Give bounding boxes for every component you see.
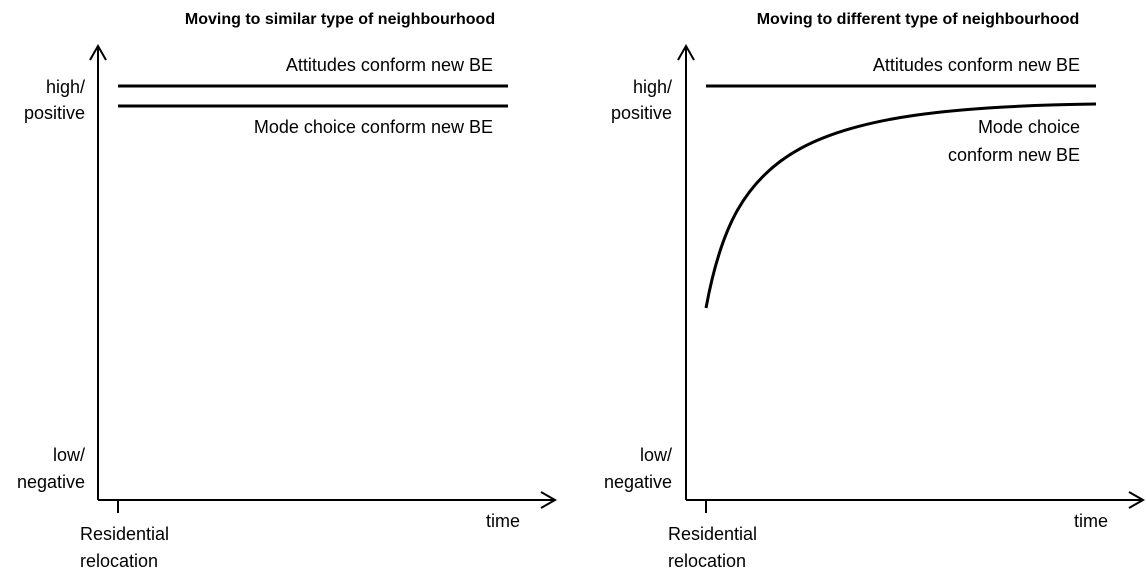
x-label: Residential [668,524,757,544]
y-label: low/ [640,445,672,465]
x-label: relocation [80,551,158,571]
y-label: positive [611,103,672,123]
panel-title: Moving to different type of neighbourhoo… [757,11,1080,28]
line-label: conform new BE [948,145,1080,165]
y-label: low/ [53,445,85,465]
x-axis [686,491,1146,509]
y-label: negative [17,472,85,492]
y-label: positive [24,103,85,123]
panel-left: Moving to similar type of neighbourhood … [17,11,558,571]
line-label: Mode choice [978,117,1080,137]
y-label: negative [604,472,672,492]
panel-title: Moving to similar type of neighbourhood [185,11,495,28]
x-axis [98,491,558,509]
x-axis-label: time [1074,511,1108,531]
x-axis-label: time [486,511,520,531]
y-label: high/ [46,77,85,97]
x-label: relocation [668,551,746,571]
y-label: high/ [633,77,672,97]
x-label: Residential [80,524,169,544]
line-label: Mode choice conform new BE [254,117,493,137]
line-label: Attitudes conform new BE [286,55,493,75]
panel-right: Moving to different type of neighbourhoo… [604,11,1146,571]
line-label: Attitudes conform new BE [873,55,1080,75]
mode-curve [704,102,1097,309]
y-axis [677,43,695,500]
y-axis [89,43,107,500]
